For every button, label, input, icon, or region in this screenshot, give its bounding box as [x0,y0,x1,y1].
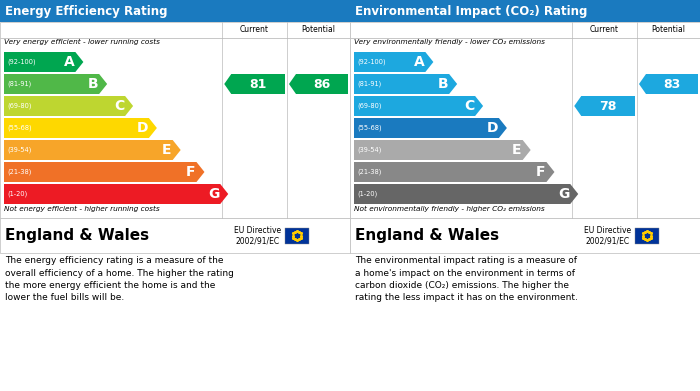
Bar [350,0,700,22]
Text: 78: 78 [599,99,617,113]
Text: E: E [162,143,172,157]
Text: A: A [64,55,74,69]
Text: (81-91): (81-91) [357,81,382,87]
Text: (39-54): (39-54) [357,147,382,153]
Text: 83: 83 [664,77,680,90]
Polygon shape [4,96,133,116]
Text: Potential: Potential [302,25,335,34]
Polygon shape [4,118,157,138]
Polygon shape [4,52,83,72]
Text: (55-68): (55-68) [7,125,31,131]
Text: (55-68): (55-68) [357,125,382,131]
Text: (21-38): (21-38) [7,169,31,175]
Text: Current: Current [240,25,269,34]
Text: England & Wales: England & Wales [355,228,499,243]
Text: B: B [438,77,448,91]
Text: 86: 86 [314,77,330,90]
Bar [350,22,700,38]
Polygon shape [4,74,107,94]
Text: The energy efficiency rating is a measure of the
overall efficiency of a home. T: The energy efficiency rating is a measur… [5,256,234,303]
Text: G: G [208,187,219,201]
Polygon shape [289,74,348,94]
Bar [350,38,700,218]
Polygon shape [4,162,204,182]
Text: A: A [414,55,424,69]
Text: EU Directive
2002/91/EC: EU Directive 2002/91/EC [584,226,631,245]
Text: (1-20): (1-20) [7,191,27,197]
Polygon shape [354,52,433,72]
Text: C: C [114,99,124,113]
Text: (92-100): (92-100) [7,59,36,65]
Polygon shape [639,74,698,94]
Text: (92-100): (92-100) [357,59,386,65]
Polygon shape [354,162,554,182]
Text: D: D [486,121,498,135]
Bar [0,0,350,22]
Polygon shape [354,118,507,138]
Text: England & Wales: England & Wales [5,228,149,243]
Text: The environmental impact rating is a measure of
a home's impact on the environme: The environmental impact rating is a mea… [355,256,578,303]
Text: (39-54): (39-54) [7,147,31,153]
Text: EU Directive
2002/91/EC: EU Directive 2002/91/EC [234,226,281,245]
Bar [0,38,350,218]
Text: B: B [88,77,98,91]
Polygon shape [574,96,635,116]
Bar [0,218,350,253]
Text: Very environmentally friendly - lower CO₂ emissions: Very environmentally friendly - lower CO… [354,39,545,45]
Text: E: E [512,143,522,157]
Polygon shape [354,96,483,116]
Bar [350,218,700,253]
Text: (81-91): (81-91) [7,81,31,87]
Polygon shape [354,184,578,204]
Polygon shape [4,184,228,204]
Text: Current: Current [590,25,619,34]
Text: Environmental Impact (CO₂) Rating: Environmental Impact (CO₂) Rating [355,5,587,18]
Text: F: F [536,165,545,179]
Text: G: G [558,187,569,201]
Polygon shape [354,140,531,160]
Text: (69-80): (69-80) [7,103,31,109]
Polygon shape [354,74,457,94]
Bar [285,228,309,244]
Polygon shape [224,74,285,94]
Bar [0,22,350,38]
Text: (1-20): (1-20) [357,191,377,197]
Text: 81: 81 [249,77,267,90]
Text: Not energy efficient - higher running costs: Not energy efficient - higher running co… [4,206,160,212]
Text: F: F [186,165,195,179]
Text: Potential: Potential [652,25,685,34]
Text: C: C [464,99,474,113]
Polygon shape [4,140,181,160]
Text: Energy Efficiency Rating: Energy Efficiency Rating [5,5,167,18]
Text: D: D [136,121,148,135]
Text: Not environmentally friendly - higher CO₂ emissions: Not environmentally friendly - higher CO… [354,206,545,212]
Text: Very energy efficient - lower running costs: Very energy efficient - lower running co… [4,39,160,45]
Bar [635,228,659,244]
Text: (69-80): (69-80) [357,103,382,109]
Text: (21-38): (21-38) [357,169,382,175]
